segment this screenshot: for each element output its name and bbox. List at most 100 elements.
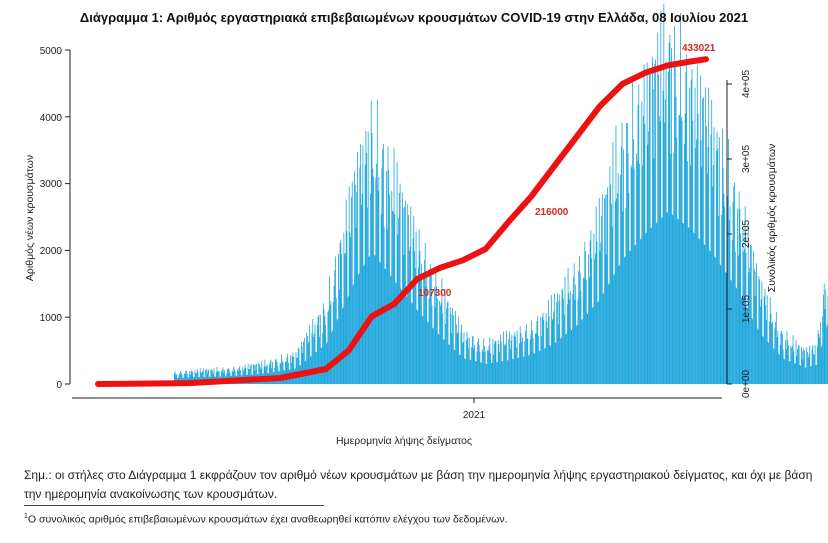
daily-bar xyxy=(399,183,401,384)
daily-bar xyxy=(637,104,639,384)
daily-bar xyxy=(342,307,344,384)
daily-bar xyxy=(493,343,495,384)
daily-bar xyxy=(728,220,730,384)
daily-bar xyxy=(189,374,191,384)
daily-bar xyxy=(484,351,486,384)
daily-bar xyxy=(370,193,371,384)
daily-bar xyxy=(365,130,367,384)
daily-bar xyxy=(823,294,824,384)
daily-bar xyxy=(731,240,733,384)
daily-bar xyxy=(269,362,271,384)
daily-bar xyxy=(810,366,812,384)
daily-bar xyxy=(686,54,688,384)
daily-bar xyxy=(269,364,270,384)
daily-bar xyxy=(573,263,575,384)
daily-bar xyxy=(424,242,426,384)
daily-bar xyxy=(516,330,518,384)
daily-bar xyxy=(593,233,595,384)
daily-bar xyxy=(389,275,391,384)
daily-bar xyxy=(429,272,431,384)
daily-bar xyxy=(387,146,389,384)
daily-bar xyxy=(322,303,324,384)
daily-bar xyxy=(419,250,421,384)
daily-bar xyxy=(176,374,178,384)
daily-bar xyxy=(366,152,368,384)
y2-tick-3e5: 3e+05 xyxy=(741,145,752,174)
daily-bar xyxy=(529,339,531,384)
daily-bar xyxy=(703,244,705,384)
daily-bar xyxy=(676,138,678,384)
daily-bar xyxy=(688,227,690,384)
daily-bar xyxy=(740,297,742,384)
daily-bar xyxy=(784,359,786,384)
daily-bar xyxy=(530,334,532,384)
daily-bar xyxy=(348,186,350,384)
daily-bar xyxy=(292,352,294,384)
daily-bar xyxy=(655,59,656,384)
daily-bar xyxy=(463,332,465,384)
daily-bar xyxy=(601,193,603,384)
daily-bar xyxy=(620,175,621,384)
daily-bar xyxy=(428,298,430,384)
daily-bar xyxy=(526,338,528,384)
daily-bar xyxy=(811,349,813,384)
y2-tick-1e5: 1e+05 xyxy=(741,295,752,324)
daily-bar xyxy=(293,357,295,384)
daily-bar xyxy=(430,272,432,384)
daily-bar xyxy=(817,330,819,384)
daily-bar xyxy=(514,332,516,384)
daily-bar xyxy=(411,303,413,384)
daily-bar xyxy=(774,328,776,384)
daily-bar xyxy=(643,64,645,385)
daily-bar xyxy=(460,332,462,384)
daily-bar xyxy=(338,289,340,384)
daily-bar xyxy=(752,319,754,384)
daily-bar xyxy=(779,345,781,384)
daily-bar xyxy=(391,191,393,384)
daily-bar xyxy=(550,295,552,384)
daily-bar xyxy=(664,99,666,384)
daily-bar xyxy=(207,370,209,384)
daily-bar xyxy=(747,223,749,384)
daily-bar xyxy=(597,302,599,384)
daily-bar xyxy=(684,113,686,384)
daily-bar xyxy=(747,309,748,384)
daily-bar xyxy=(547,328,548,384)
daily-bar xyxy=(581,320,583,384)
daily-bar xyxy=(377,191,379,384)
daily-bar xyxy=(649,67,650,385)
daily-bar xyxy=(558,300,560,384)
daily-bar xyxy=(777,330,779,384)
daily-bar xyxy=(620,146,622,384)
daily-bar xyxy=(449,345,450,384)
daily-bar xyxy=(633,168,635,384)
daily-bar xyxy=(697,113,699,385)
daily-bar xyxy=(618,265,620,384)
daily-bar xyxy=(563,315,565,384)
daily-bar xyxy=(397,234,399,384)
daily-bar xyxy=(820,321,821,384)
daily-bar xyxy=(552,318,554,384)
daily-bar xyxy=(417,267,419,384)
y-tick-0: 0 xyxy=(56,380,62,391)
daily-bar xyxy=(336,320,338,384)
daily-bar xyxy=(500,341,502,384)
daily-bar xyxy=(671,214,673,384)
daily-bar xyxy=(694,87,696,384)
daily-bar xyxy=(760,299,762,384)
note-divider xyxy=(24,505,324,506)
daily-bar xyxy=(375,178,377,384)
daily-bar xyxy=(218,370,220,384)
daily-bar xyxy=(579,255,580,384)
daily-bar xyxy=(583,278,585,384)
daily-bar xyxy=(570,330,572,384)
daily-bar xyxy=(638,84,640,384)
daily-bar xyxy=(407,203,409,384)
daily-bar xyxy=(265,366,266,384)
daily-bar xyxy=(792,335,794,384)
daily-bar xyxy=(221,371,222,384)
daily-bar xyxy=(202,371,203,384)
daily-bar xyxy=(546,321,548,384)
daily-bar xyxy=(237,369,238,384)
daily-bar xyxy=(456,333,458,384)
